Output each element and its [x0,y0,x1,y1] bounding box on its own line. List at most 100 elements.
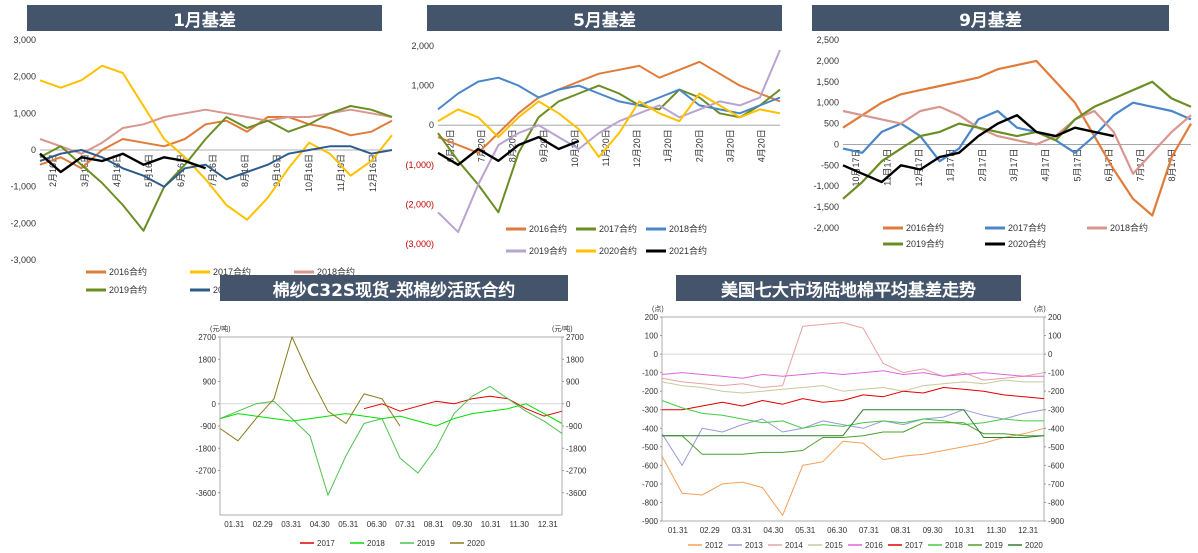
x-tick-label: 4月16日 [112,154,122,187]
x-tick-label: 9月20日 [539,129,549,162]
chart-3-svg: 2,500 2,000 1,500 1,000 500 0 -500 -1,000 -1,500… [813,35,1192,249]
series-line-2013 [661,409,1045,466]
y-tick-label-right: -900 [1048,517,1065,526]
y-tick-label-right: -1800 [566,444,587,453]
x-tick-label: 1月17日 [946,148,956,181]
y-tick-label-right: -500 [1048,443,1065,452]
x-tick-label: 02.29 [700,526,721,535]
x-tick-label: 8月20日 [508,129,518,162]
x-tick-label: 02.29 [253,520,274,529]
legend-label: 2013 [745,541,763,550]
x-tick-label: 01.31 [224,520,245,529]
series-line-2020合约 [39,145,393,188]
y-tick-label: -1,500 [813,202,839,212]
x-tick-label: 6月17日 [1104,148,1114,181]
y-tick-label: 900 [203,378,217,387]
legend-label: 2012 [705,541,723,550]
y-tick-label: -800 [642,498,659,507]
y-tick-label-right: -600 [1048,461,1065,470]
y-tick-label: 2,000 [13,72,36,82]
y-tick-label: -100 [642,369,659,378]
series-line-2020 [219,336,401,442]
legend-label: 2018合约 [317,266,355,277]
legend-label: 2016 [865,541,883,550]
plot-frame [661,316,1045,522]
x-tick-label: 10月20日 [570,129,580,167]
legend-label: 2019合约 [109,284,147,295]
y-tick-label-right: -3600 [566,489,587,498]
y-tick-label-right: 0 [1048,350,1053,359]
series-line-2021合约 [437,135,580,166]
legend-label: 2015 [825,541,843,550]
y-tick-label: -200 [642,387,659,396]
x-tick-label: 8月17日 [1167,148,1177,181]
y-tick-label: -1800 [196,444,217,453]
series-line-2018合约 [842,105,1192,175]
y-tick-label: 500 [824,119,839,129]
series-line-2020合约 [842,114,1114,184]
y-tick-label-right: -300 [1048,406,1065,415]
series-line-2018 [219,403,563,427]
series-line-2019合约 [437,49,781,234]
y-tick-label-right: 1800 [566,355,584,364]
x-tick-label: 07.31 [395,520,416,529]
legend-label: 2020合约 [599,245,637,256]
x-tick-label: 11月17日 [882,148,892,185]
legend-label: 2017合约 [1008,222,1046,233]
y-tick-label: 0 [654,350,659,359]
x-tick-label: 7月20日 [477,129,487,162]
y-tick-label-right: -700 [1048,480,1065,489]
y-tick-label: -2700 [196,467,217,476]
series-line-2017 [363,395,563,417]
x-tick-label: 10.31 [481,520,502,529]
x-tick-label: 5月17日 [1072,148,1082,181]
y-tick-label: 2,000 [411,41,434,51]
y-tick-label: -2,000 [813,223,839,233]
y-tick-label: 0 [212,400,217,409]
x-tick-label: 08.31 [891,526,912,535]
y-tick-label: -900 [200,422,217,431]
y-tick-label: -500 [821,160,839,170]
legend-label: 2017合约 [599,223,637,234]
x-tick-label: 10月16日 [304,154,314,192]
x-tick-label: 3月16日 [80,154,90,187]
x-tick-label: 11.30 [510,520,530,529]
x-tick-label: 8月16日 [240,154,250,187]
legend-label: 2016合约 [109,266,147,277]
chart4-title-banner: 棉纱C32S现货-郑棉纱活跃合约 [220,275,568,301]
y-tick-label: 200 [645,313,659,322]
x-tick-label: 1月20日 [663,129,673,162]
y-tick-label: 2,000 [816,56,839,66]
x-tick-label: 10.31 [954,526,975,535]
plot-frame [219,336,563,516]
y-tick-label: 3,000 [13,35,36,45]
x-tick-label: 01.31 [668,526,689,535]
x-tick-label: 3月20日 [725,129,735,162]
y-tick-label: -600 [642,461,659,470]
y-tick-label: -400 [642,424,659,433]
y-tick-label-right: -200 [1048,387,1065,396]
y-tick-label-right: 2700 [566,333,584,342]
legend-label: 2017 [317,539,335,548]
x-tick-label: 2月17日 [977,148,987,181]
chart3-title-banner: 9月基差 [812,5,1169,31]
y-tick-label: -500 [642,443,659,452]
series-line-2016 [661,370,1044,379]
series-line-2020合约 [437,92,781,158]
series-line-2017 [662,387,1045,411]
x-tick-label: 4月20日 [756,129,766,162]
series-line-2016合约 [437,60,781,154]
legend-label: 2017合约 [213,266,251,277]
legend-label: 2020合约 [1008,238,1046,249]
x-tick-label: 03.31 [732,526,753,535]
y-tick-label: (3,000) [405,239,434,249]
series-line-2018 [661,400,1044,429]
y-tick-label: (2,000) [405,199,434,209]
legend-label: 2019合约 [529,245,567,256]
x-tick-label: 09.30 [452,520,473,529]
x-tick-label: 11月16日 [336,154,346,191]
x-tick-label: 09.30 [923,526,944,535]
chart-5-svg: 200 200 100 100 0 0 -100 -100 -200 -200 -300 -300 -4… [642,305,1065,550]
series-line-2016合约 [39,116,393,170]
y-tick-label: 1,000 [13,108,36,118]
